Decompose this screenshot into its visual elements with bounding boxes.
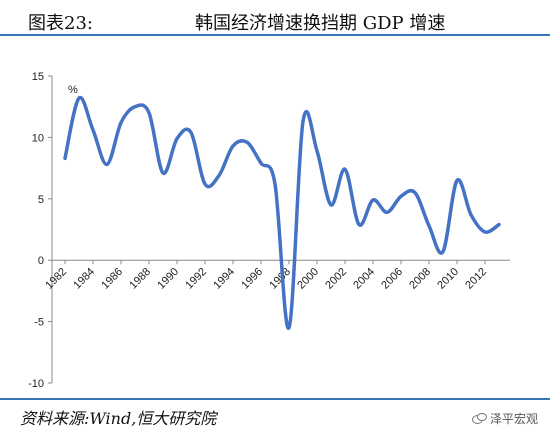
y-tick-label: -10 [28,378,44,390]
data-point-2002 [344,168,347,171]
data-point-1982 [64,157,67,160]
data-point-1988 [148,111,151,114]
data-point-1992 [204,183,207,186]
data-point-1987 [134,105,137,108]
data-point-2013 [498,223,501,226]
x-tick-label: 1990 [155,266,181,292]
figure-number: 图表23: [28,13,93,34]
x-tick-label: 1988 [127,266,153,292]
data-point-2005 [386,211,389,214]
unit-label: % [68,84,78,96]
data-point-2010 [456,179,459,182]
y-tick-label: 15 [32,71,44,83]
data-point-2007 [414,191,417,194]
y-tick-label: 5 [38,194,44,206]
data-point-1997 [274,183,277,186]
data-point-1999 [302,120,305,123]
x-tick-label: 2010 [435,266,461,292]
x-tick-label: 2006 [379,266,405,292]
data-point-1984 [92,129,95,132]
watermark: 泽平宏观 [471,410,538,427]
y-tick-label: 10 [32,132,44,144]
data-point-2004 [372,199,375,202]
x-tick-label: 1992 [183,266,209,292]
data-point-1991 [190,131,193,134]
data-point-2008 [428,224,431,227]
chart-title: 韩国经济增速换挡期 GDP 增速 [195,13,446,34]
watermark-label: 泽平宏观 [489,412,538,426]
data-point-1986 [120,121,123,124]
x-tick-label: 1986 [99,266,125,292]
data-point-2001 [330,203,333,206]
gdp-growth-series-line [63,95,501,330]
x-tick-label: 2000 [295,266,321,292]
y-tick-label: 0 [38,255,44,267]
data-point-1989 [162,172,165,175]
x-tick-label: 1984 [71,266,97,292]
data-point-2003 [358,223,361,226]
data-point-2000 [316,149,319,152]
x-tick-label: 1994 [211,266,237,292]
data-point-1995 [246,141,249,144]
data-point-2009 [442,250,445,253]
data-point-1994 [232,145,235,148]
x-tick-label: 1982 [43,266,69,292]
data-point-2011 [470,213,473,216]
data-point-1983 [78,97,81,100]
source-note: 资料来源:Wind,恒大研究院 [20,409,217,428]
x-tick-label: 2004 [351,266,377,292]
data-point-1985 [106,163,109,166]
data-point-1993 [218,174,221,177]
header-rule [0,0,550,36]
x-tick-label: 2008 [407,266,433,292]
data-point-1998 [288,326,291,329]
footer-rule [0,398,550,400]
x-tick-label: 1998 [267,266,293,292]
y-tick-label: -5 [34,317,44,329]
x-tick-label: 2002 [323,266,349,292]
wechat-icon [471,412,487,425]
data-point-2006 [400,195,403,198]
x-tick-label: 1996 [239,266,265,292]
x-tick-label: 2012 [463,266,489,292]
data-point-2012 [484,231,487,234]
data-point-1996 [260,162,263,165]
data-point-1990 [176,137,179,140]
